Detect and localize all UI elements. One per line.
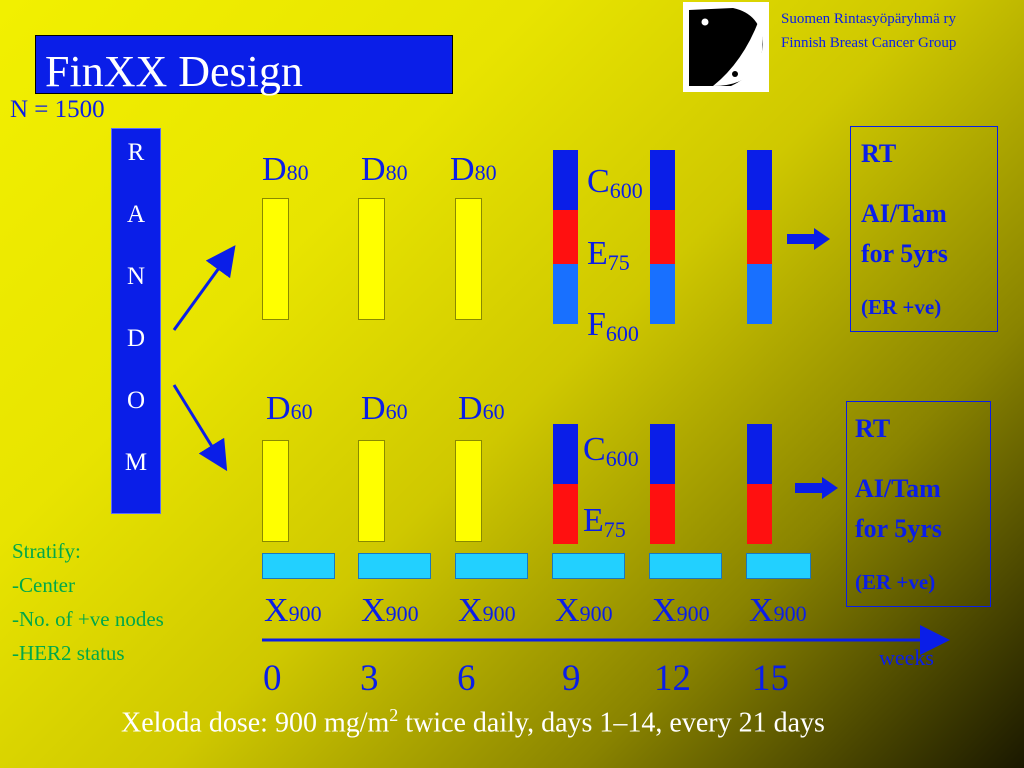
page-title: FinXX Design — [45, 47, 303, 96]
arm2-followup-arrow — [795, 477, 838, 499]
arm2-docetaxel-bar — [455, 440, 482, 542]
xeloda-dose-note: Xeloda dose: 900 mg/m2 twice daily, days… — [121, 705, 825, 739]
stratify-item: -Center — [12, 573, 75, 597]
endocrine-label: AI/Tam — [861, 199, 947, 228]
stratify-heading: Stratify: — [12, 539, 81, 563]
arm2-e-label: E75 — [583, 502, 626, 542]
stratify-item: -HER2 status — [12, 641, 125, 665]
week-tick: 12 — [654, 658, 691, 699]
fluorouracil-segment — [650, 264, 675, 324]
er-status-label: (ER +ve) — [861, 295, 942, 319]
arm2-arrow — [172, 384, 228, 472]
arm2-docetaxel-bar — [358, 440, 385, 542]
epirubicin-segment — [650, 210, 675, 264]
xeloda-label: X900 — [555, 592, 613, 629]
arm2-followup-box: RT AI/Tam for 5yrs (ER +ve) — [846, 401, 991, 607]
arm2-ce-bar — [553, 424, 578, 544]
arm1-docetaxel-label: D80 — [262, 151, 309, 188]
arm1-arrow — [172, 245, 236, 331]
epirubicin-segment — [553, 484, 578, 544]
endocrine-label: AI/Tam — [855, 474, 941, 503]
arm1-cef-bar — [747, 150, 772, 324]
arm1-c-label: C600 — [587, 163, 643, 203]
arm2-ce-bar — [650, 424, 675, 544]
org-name-english: Finnish Breast Cancer Group — [781, 35, 957, 51]
random-letter: M — [124, 449, 148, 476]
er-status-label: (ER +ve) — [855, 570, 936, 594]
epirubicin-segment — [747, 484, 772, 544]
stratify-item: -No. of +ve nodes — [12, 607, 164, 631]
cyclophosphamide-segment — [553, 424, 578, 484]
arm1-followup-arrow — [787, 228, 830, 250]
arm1-f-label: F600 — [587, 306, 639, 346]
xeloda-label: X900 — [652, 592, 710, 629]
rt-label: RT — [861, 139, 897, 168]
epirubicin-segment — [553, 210, 578, 264]
cyclophosphamide-segment — [747, 150, 772, 210]
random-letter: N — [126, 263, 146, 290]
xeloda-label: X900 — [361, 592, 419, 629]
duration-label: for 5yrs — [861, 239, 948, 268]
weeks-unit-label: weeks — [879, 645, 934, 670]
xeloda-bar — [649, 553, 722, 579]
duration-label: for 5yrs — [855, 514, 942, 543]
cyclophosphamide-segment — [747, 424, 772, 484]
arm2-docetaxel-label: D60 — [458, 390, 505, 427]
xeloda-bar — [455, 553, 528, 579]
week-tick: 3 — [360, 658, 379, 699]
sample-size: N = 1500 — [10, 96, 105, 123]
randomization-box: R A N D O M — [111, 128, 161, 514]
arm1-docetaxel-bar — [262, 198, 289, 320]
arm1-docetaxel-label: D80 — [361, 151, 408, 188]
rt-label: RT — [855, 414, 891, 443]
arm1-followup-box: RT AI/Tam for 5yrs (ER +ve) — [850, 126, 998, 332]
title-box — [35, 35, 453, 94]
fbcg-logo — [683, 2, 769, 92]
xeloda-bar — [358, 553, 431, 579]
arm2-docetaxel-bar — [262, 440, 289, 542]
arm1-cef-bar — [650, 150, 675, 324]
random-letter: O — [126, 387, 146, 414]
arm2-c-label: C600 — [583, 431, 639, 471]
arm1-docetaxel-bar — [455, 198, 482, 320]
cyclophosphamide-segment — [650, 424, 675, 484]
xeloda-label: X900 — [264, 592, 322, 629]
xeloda-bar — [552, 553, 625, 579]
week-tick: 15 — [752, 658, 789, 699]
xeloda-label: X900 — [458, 592, 516, 629]
stratify-block: Stratify: -Center -No. of +ve nodes -HER… — [12, 534, 164, 670]
arm2-docetaxel-label: D60 — [266, 390, 313, 427]
arm1-docetaxel-label: D80 — [450, 151, 497, 188]
week-tick: 0 — [263, 658, 282, 699]
epirubicin-segment — [747, 210, 772, 264]
epirubicin-segment — [650, 484, 675, 544]
cyclophosphamide-segment — [650, 150, 675, 210]
random-letter: R — [127, 139, 145, 166]
week-tick: 9 — [562, 658, 581, 699]
xeloda-label: X900 — [749, 592, 807, 629]
arm1-docetaxel-bar — [358, 198, 385, 320]
cyclophosphamide-segment — [553, 150, 578, 210]
organization-name: Suomen Rintasyöpäryhmä ry Finnish Breast… — [781, 7, 956, 55]
fluorouracil-segment — [747, 264, 772, 324]
random-letter: A — [126, 201, 146, 228]
arm1-cef-bar — [553, 150, 578, 324]
arm2-docetaxel-label: D60 — [361, 390, 408, 427]
arm2-ce-bar — [747, 424, 772, 544]
random-letter: D — [126, 325, 146, 352]
xeloda-bar — [746, 553, 811, 579]
xeloda-bar — [262, 553, 335, 579]
week-tick: 6 — [457, 658, 476, 699]
org-name-finnish: Suomen Rintasyöpäryhmä ry — [781, 11, 956, 27]
arm1-e-label: E75 — [587, 235, 630, 275]
fluorouracil-segment — [553, 264, 578, 324]
